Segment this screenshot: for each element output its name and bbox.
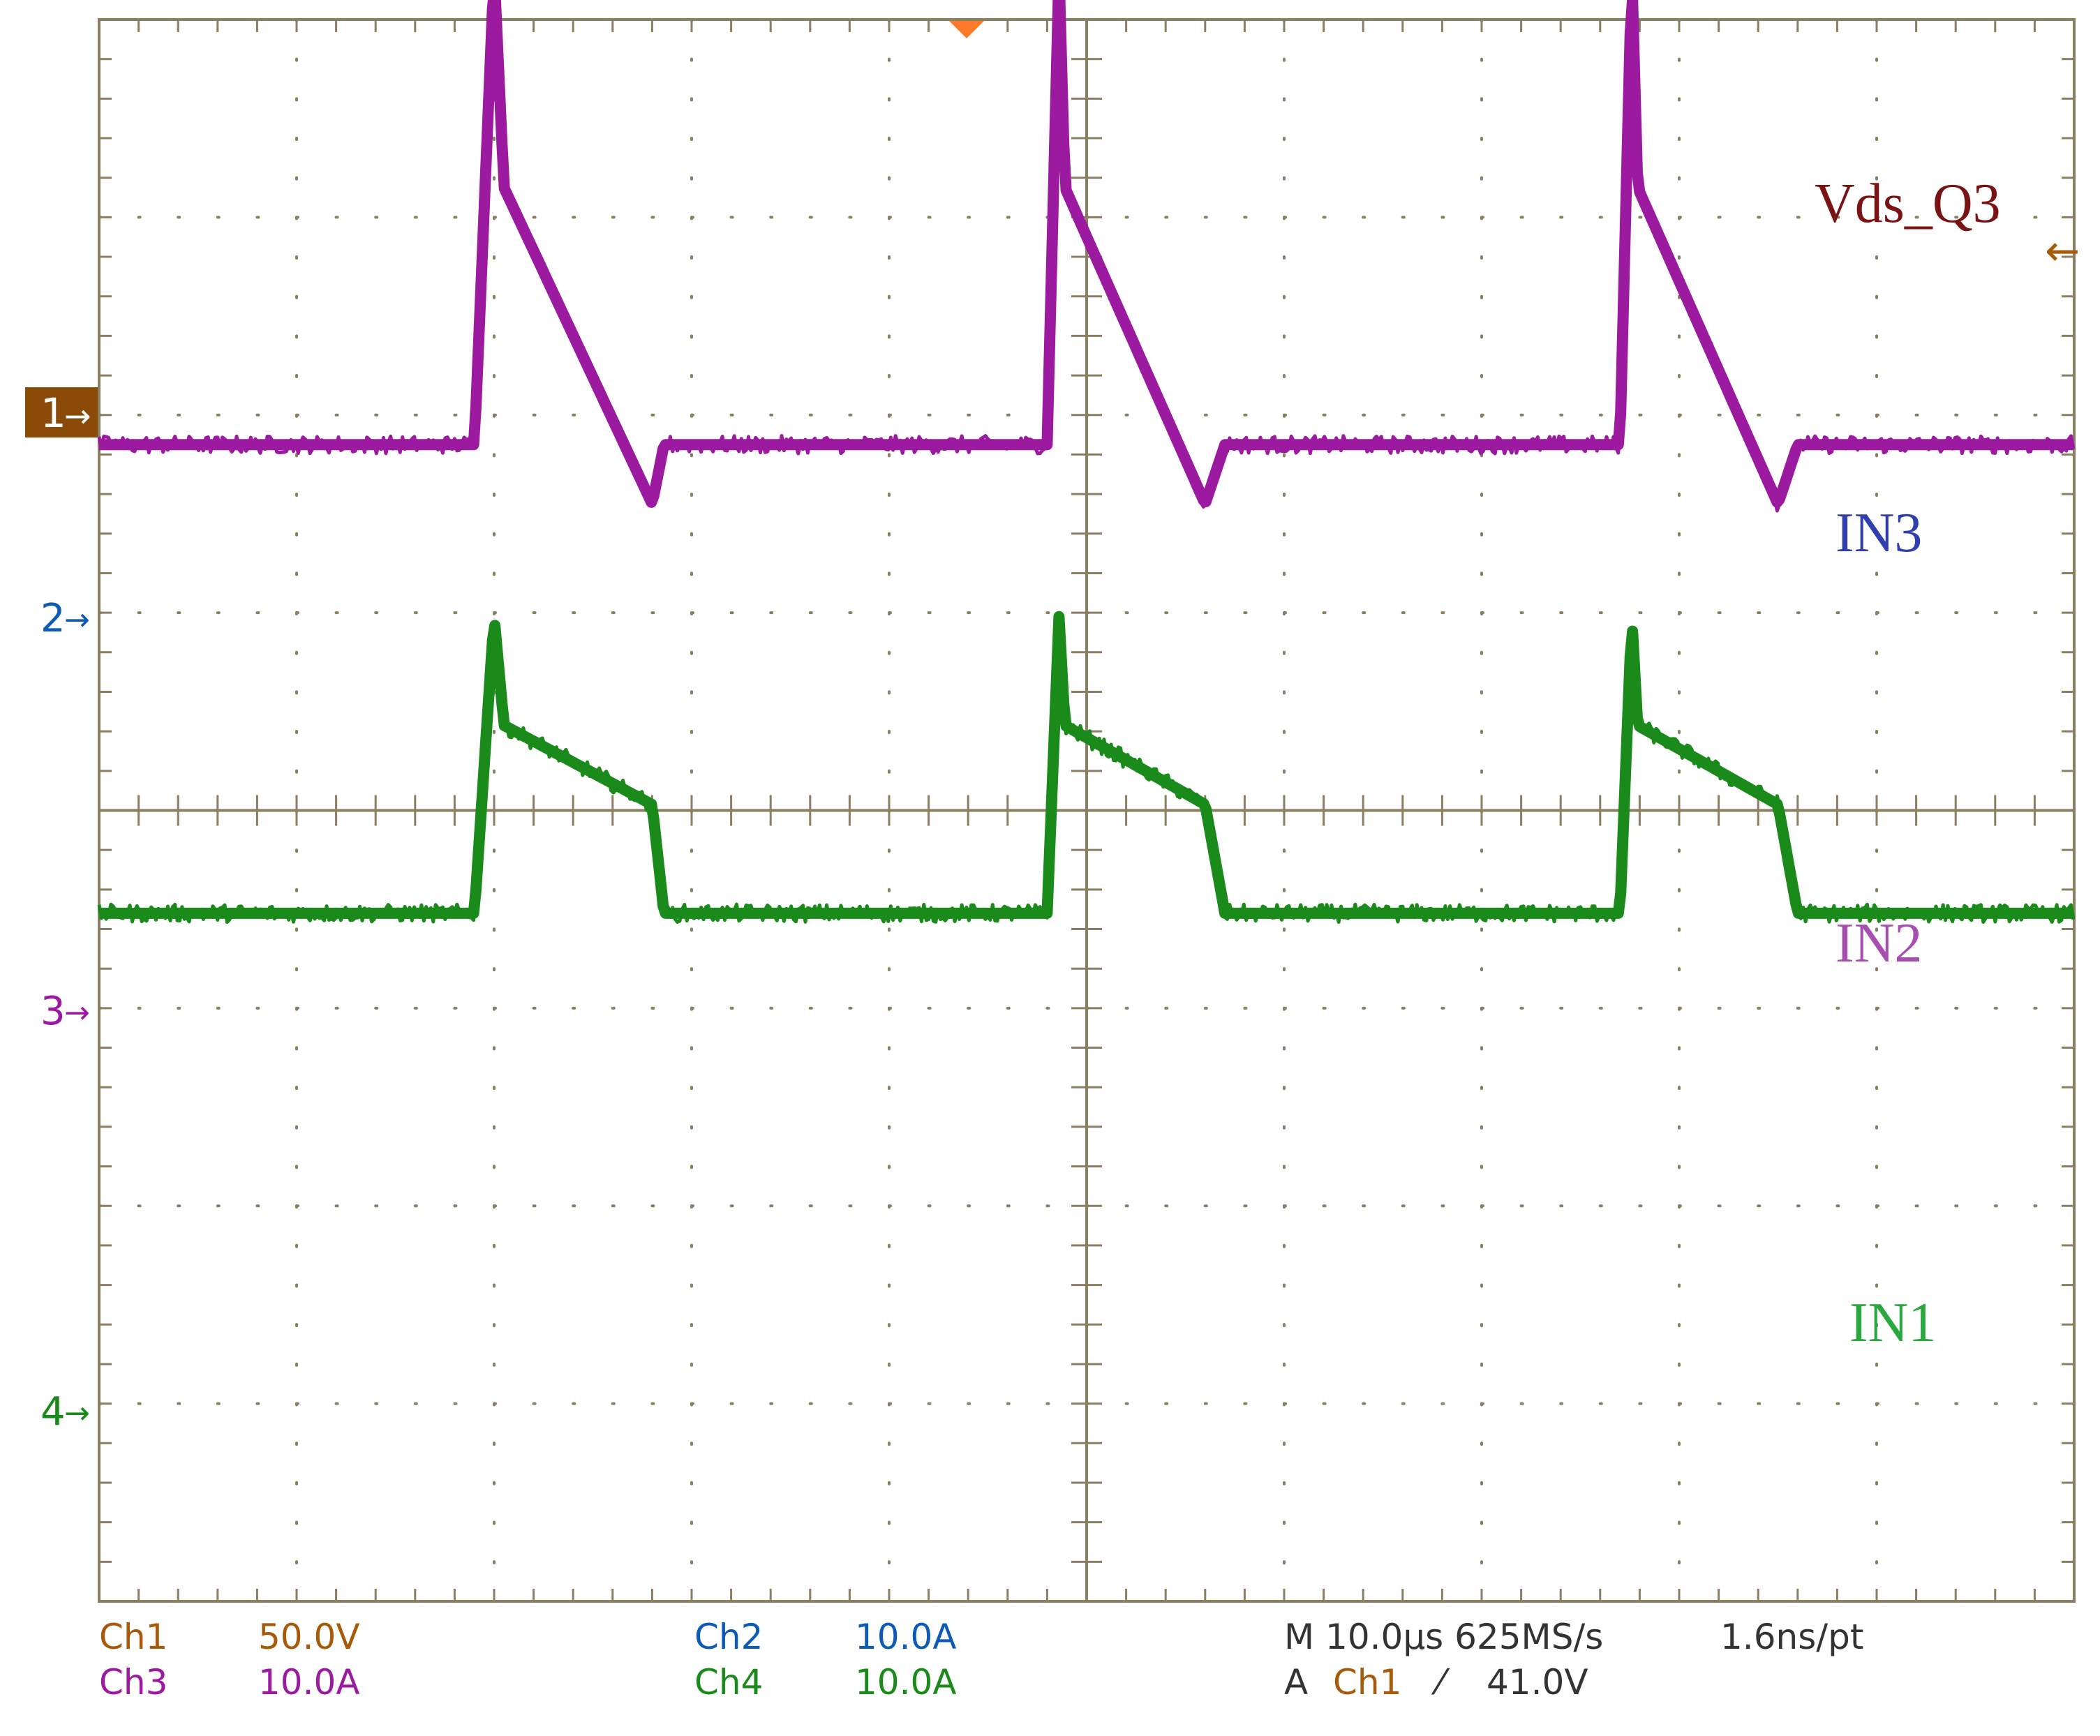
trigger-level: 41.0V: [1487, 1662, 1588, 1703]
trigger-source: Ch1: [1333, 1662, 1401, 1703]
ch4-marker: 4 →: [40, 1389, 90, 1435]
ch2-scale: 10.0A: [855, 1617, 957, 1657]
label-vds-q3: Vds_Q3: [1815, 173, 2001, 234]
ch3-scale: 10.0A: [258, 1662, 360, 1703]
ch4-name: Ch4: [694, 1662, 763, 1703]
label-in1: IN1: [1849, 1292, 1936, 1354]
label-in2: IN2: [1835, 913, 1922, 974]
label-in3: IN3: [1835, 502, 1922, 564]
sample-resolution: 1.6ns/pt: [1720, 1617, 1863, 1657]
ch1-name: Ch1: [99, 1617, 167, 1657]
trace-band-in1: [96, 611, 2077, 919]
svg-text:→: →: [64, 397, 91, 435]
svg-text:→: →: [64, 1395, 90, 1431]
svg-text:3: 3: [40, 989, 66, 1034]
trigger-slope-icon: ⁄: [1431, 1662, 1450, 1703]
trace-band-in2: [96, 0, 2077, 508]
svg-text:1: 1: [40, 389, 66, 437]
ch2-marker: 2 →: [40, 596, 90, 641]
waveforms: [96, 0, 2077, 925]
timebase: M 10.0µs 625MS/s: [1284, 1617, 1603, 1657]
trigger-level-arrow: ←: [2045, 227, 2080, 276]
ch3-marker: 3 →: [40, 989, 90, 1034]
ch1-marker: 1 →: [25, 387, 98, 437]
svg-text:→: →: [64, 602, 90, 638]
graticule: [98, 18, 2076, 1603]
ch4-scale: 10.0A: [855, 1662, 957, 1703]
ch3-name: Ch3: [99, 1662, 167, 1703]
ch2-name: Ch2: [694, 1617, 763, 1657]
svg-text:→: →: [64, 995, 90, 1031]
svg-text:2: 2: [40, 596, 66, 641]
readout-panel: Ch1 50.0V Ch3 10.0A Ch2 10.0A Ch4 10.0A …: [99, 1617, 1863, 1703]
trigger-mode: A: [1284, 1662, 1308, 1703]
ch1-scale: 50.0V: [258, 1617, 360, 1657]
trigger-position-marker: [949, 21, 984, 38]
svg-text:4: 4: [40, 1389, 66, 1435]
